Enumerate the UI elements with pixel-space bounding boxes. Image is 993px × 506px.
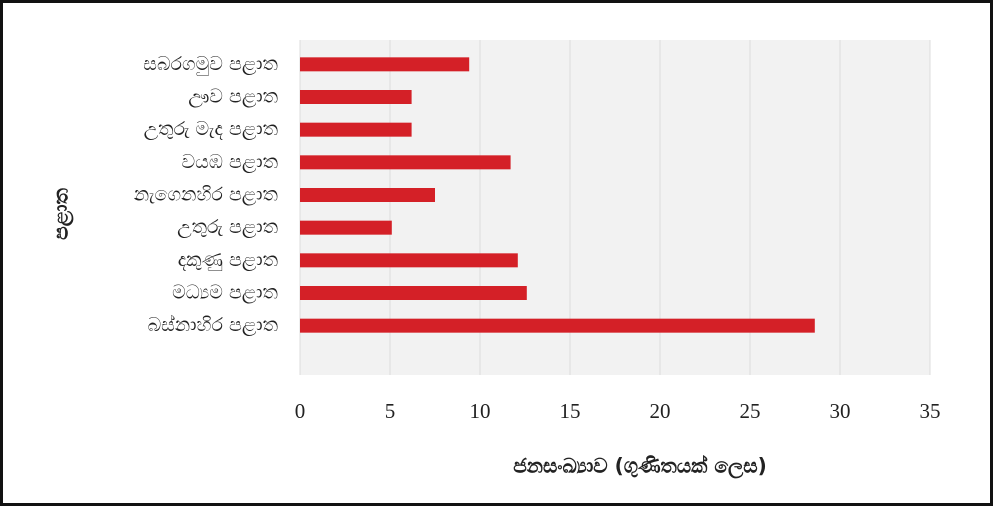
y-tick-label: දකුණු පළාත bbox=[178, 249, 278, 272]
x-tick-label: 20 bbox=[650, 399, 671, 423]
y-tick-label: ඌව පළාත bbox=[188, 86, 278, 108]
y-tick-label: වයඹ පළාත bbox=[182, 151, 278, 173]
x-tick-label: 30 bbox=[830, 399, 851, 423]
x-tick-label: 5 bbox=[385, 399, 396, 423]
bar bbox=[300, 220, 392, 235]
y-tick-label: උතුරු පළාත bbox=[177, 216, 278, 238]
bar bbox=[300, 188, 435, 202]
x-tick-label: 15 bbox=[560, 399, 581, 423]
bar bbox=[300, 90, 412, 104]
x-tick-label: 25 bbox=[740, 399, 761, 423]
x-tick-label: 10 bbox=[470, 399, 491, 423]
x-axis-label: ජනසංඛ්‍යාව (ගුණිතයක් ලෙස) bbox=[513, 453, 767, 479]
y-axis-label: පළාත bbox=[49, 187, 75, 239]
bar bbox=[300, 286, 527, 300]
bar bbox=[300, 318, 815, 333]
x-tick-label: 35 bbox=[920, 399, 941, 423]
bar bbox=[300, 122, 412, 137]
y-tick-label: මධ්‍යම පළාත bbox=[172, 282, 278, 304]
x-tick-label: 0 bbox=[295, 399, 306, 423]
y-tick-label: උතුරු මැද පළාත bbox=[144, 118, 278, 140]
bar bbox=[300, 155, 511, 170]
bar bbox=[300, 57, 470, 72]
bar bbox=[300, 253, 518, 268]
y-tick-label: සබරගමුව පළාත bbox=[143, 53, 278, 76]
y-tick-label: බස්නාහිර පළාත bbox=[148, 314, 278, 336]
y-tick-label: නැගෙනහිර පළාත bbox=[134, 184, 278, 206]
